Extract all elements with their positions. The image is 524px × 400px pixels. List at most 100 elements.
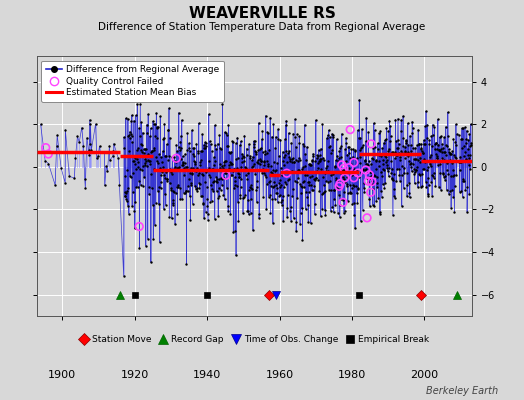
Point <box>373 174 381 180</box>
Point <box>290 159 299 166</box>
Point <box>339 167 347 173</box>
Point <box>218 101 226 107</box>
Point <box>347 172 356 179</box>
Point <box>163 156 172 163</box>
Point <box>373 180 381 187</box>
Point <box>441 177 449 183</box>
Point <box>415 171 423 178</box>
Point <box>269 159 278 165</box>
Point <box>79 142 88 149</box>
Point <box>314 165 322 171</box>
Point <box>225 164 233 171</box>
Point <box>236 184 245 190</box>
Text: 1920: 1920 <box>121 370 149 380</box>
Point <box>267 182 275 189</box>
Point <box>406 161 414 168</box>
Point <box>307 220 315 226</box>
Point <box>165 214 173 221</box>
Point <box>377 188 385 194</box>
Point <box>201 209 210 215</box>
Point <box>354 134 363 141</box>
Point <box>226 159 234 165</box>
Point <box>264 163 272 170</box>
Point <box>324 127 333 133</box>
Point <box>260 158 268 164</box>
Point <box>161 152 170 159</box>
Point <box>85 117 94 123</box>
Point <box>277 182 285 188</box>
Point <box>129 158 138 164</box>
Point <box>221 129 229 135</box>
Point <box>128 112 136 118</box>
Point <box>466 151 475 158</box>
Point <box>375 158 383 164</box>
Point <box>286 158 294 164</box>
Point <box>105 142 114 149</box>
Point <box>190 158 198 164</box>
Point <box>224 202 232 209</box>
Point <box>283 150 292 156</box>
Point <box>451 153 459 160</box>
Point <box>237 138 245 144</box>
Point <box>362 166 370 172</box>
Point <box>336 144 344 151</box>
Point <box>200 145 209 151</box>
Point <box>183 130 192 136</box>
Point <box>145 184 153 190</box>
Point <box>427 163 435 169</box>
Text: 1980: 1980 <box>338 370 366 380</box>
Point <box>362 138 370 144</box>
Point <box>389 212 397 218</box>
Point <box>355 174 363 180</box>
Point <box>322 164 331 171</box>
Point <box>290 215 298 221</box>
Point <box>367 173 376 179</box>
Point <box>192 166 200 173</box>
Point <box>391 149 399 155</box>
Point <box>141 146 149 152</box>
Point <box>375 130 384 136</box>
Point <box>270 196 279 202</box>
Point <box>324 158 332 164</box>
Point <box>427 178 435 185</box>
Point <box>332 157 340 163</box>
Point <box>403 182 411 189</box>
Point <box>440 149 448 156</box>
Point <box>223 185 231 192</box>
Point <box>443 167 451 173</box>
Point <box>316 145 325 152</box>
Point <box>425 137 433 143</box>
Point <box>239 210 247 216</box>
Point <box>238 150 246 157</box>
Point <box>168 170 176 177</box>
Point <box>387 158 395 164</box>
Point <box>210 215 219 222</box>
Point <box>86 120 95 127</box>
Point <box>384 128 392 134</box>
Point <box>139 183 147 190</box>
Point <box>186 217 194 224</box>
Point <box>273 190 281 196</box>
Legend: Difference from Regional Average, Quality Control Failed, Estimated Station Mean: Difference from Regional Average, Qualit… <box>41 60 224 102</box>
Point <box>460 152 468 159</box>
Point <box>201 139 209 146</box>
Point <box>430 158 439 165</box>
Point <box>445 151 454 158</box>
Point <box>146 160 155 167</box>
Point <box>217 175 225 182</box>
Point <box>417 184 425 190</box>
Point <box>51 182 59 188</box>
Point <box>370 127 379 134</box>
Point <box>291 116 299 122</box>
Point <box>395 166 403 172</box>
Point <box>434 146 443 153</box>
Point <box>288 156 297 162</box>
Point <box>251 170 259 177</box>
Point <box>303 194 311 200</box>
Point <box>316 158 324 164</box>
Point <box>125 132 133 139</box>
Point <box>393 166 401 172</box>
Point <box>225 149 234 156</box>
Point <box>132 184 140 191</box>
Point <box>354 185 363 192</box>
